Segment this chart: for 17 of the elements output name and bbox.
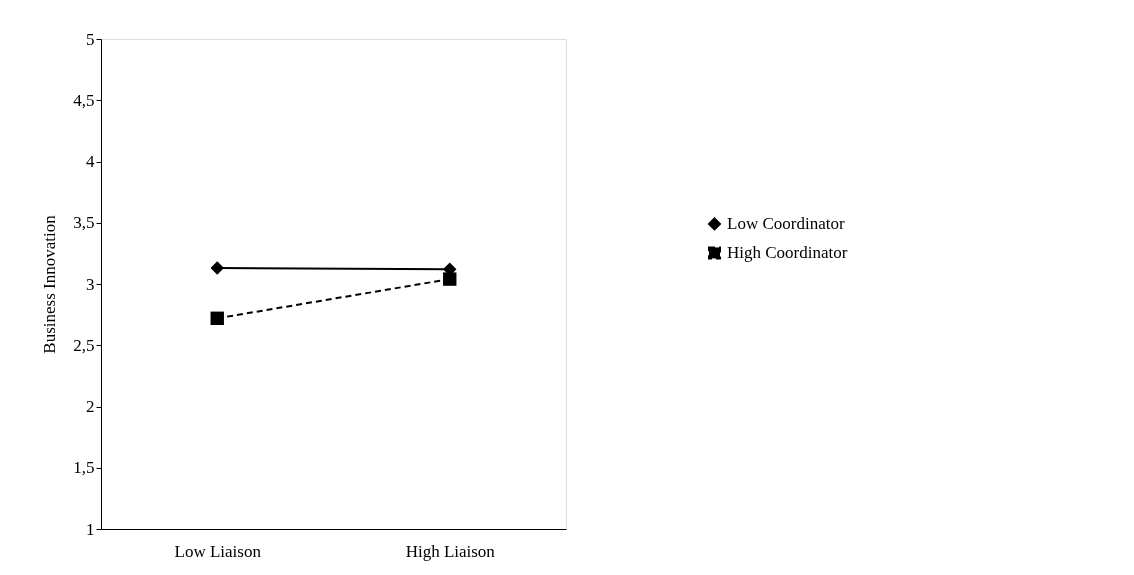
y-tick-label: 3,5 [73,213,95,233]
y-tick-label: 3 [86,274,95,294]
legend-label: Low Coordinator [727,213,845,233]
y-tick-label: 1,5 [73,458,95,478]
x-tick-label: Low Liaison [174,541,262,561]
y-tick-label: 5 [86,29,95,49]
legend-label: High Coordinator [727,242,848,262]
x-tick-label: High Liaison [405,541,496,561]
y-tick-label: 4 [86,152,95,171]
y-axis-title: Business Innovation [40,214,60,354]
point [210,261,224,275]
y-tick-label: 2 [86,397,95,416]
point [210,311,224,326]
y-tick-label: 4,5 [73,90,95,110]
point [443,272,457,286]
y-tick-label: 1 [86,519,95,539]
y-tick-label: 2,5 [73,335,95,355]
